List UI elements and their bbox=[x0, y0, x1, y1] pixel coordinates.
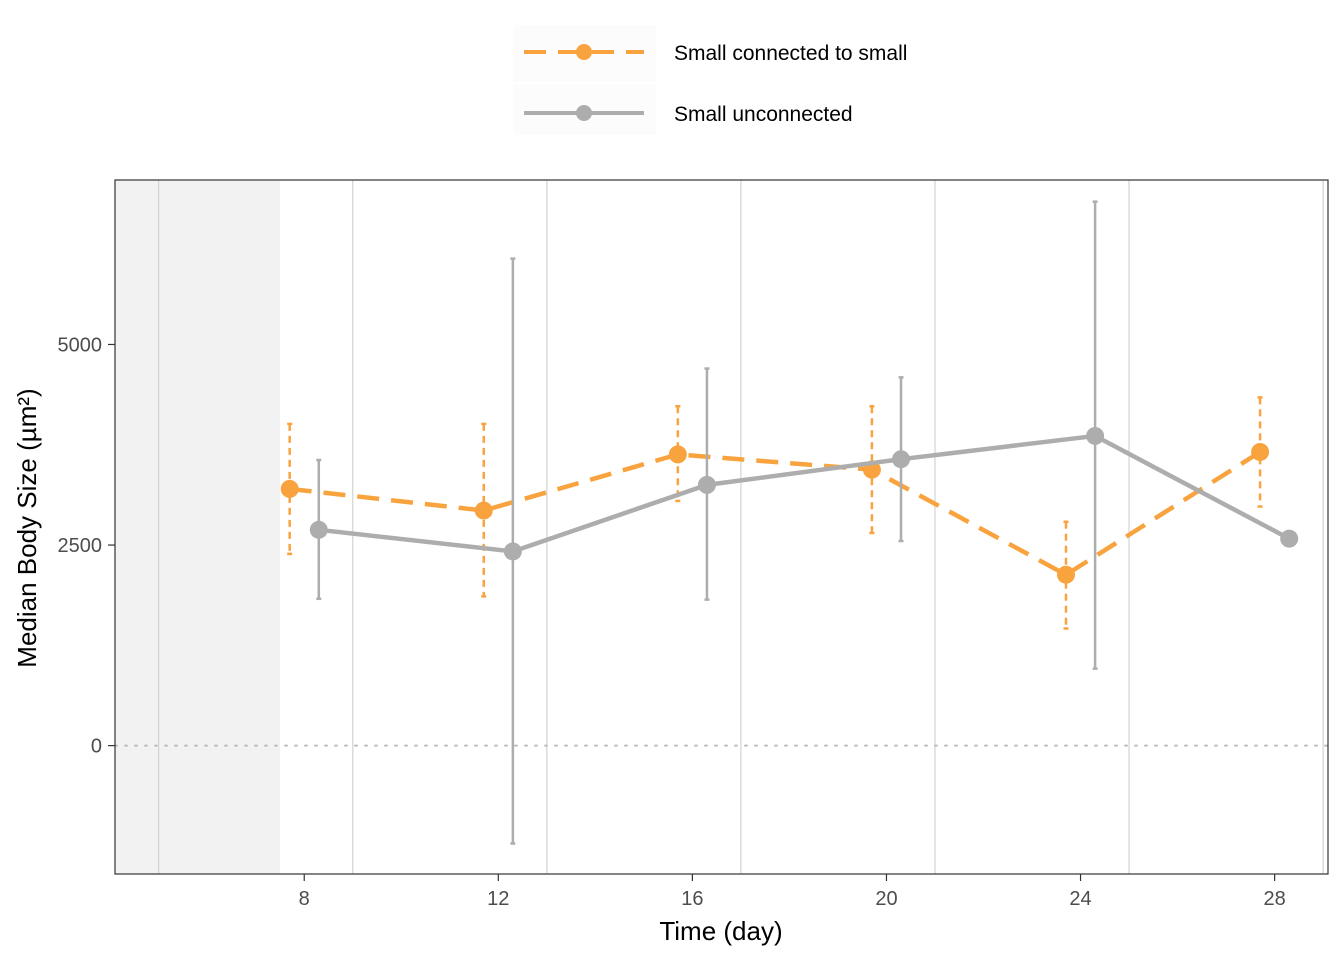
x-tick-label: 20 bbox=[875, 888, 897, 910]
legend-key-point-unconnected bbox=[576, 105, 592, 121]
series-layer bbox=[280, 200, 1299, 845]
x-tick-label: 8 bbox=[299, 888, 310, 910]
data-point bbox=[503, 542, 522, 561]
data-point bbox=[1086, 426, 1105, 445]
panel-border bbox=[114, 179, 1329, 875]
y-axis-title: Median Body Size (µm²) bbox=[12, 388, 42, 667]
data-point bbox=[1056, 565, 1075, 584]
series-connected bbox=[280, 396, 1270, 630]
y-tick-label: 2500 bbox=[58, 535, 103, 557]
x-tick-label: 16 bbox=[681, 888, 703, 910]
grid bbox=[158, 180, 1324, 874]
y-tick-label: 5000 bbox=[58, 334, 103, 356]
axes: 8 12 16 20 24 28 0 2500 5000 bbox=[58, 334, 1286, 910]
data-point bbox=[697, 475, 716, 494]
x-tick-label: 24 bbox=[1069, 888, 1091, 910]
y-tick-label: 0 bbox=[91, 736, 102, 758]
data-point bbox=[668, 445, 687, 464]
data-point bbox=[280, 479, 299, 498]
legend-label-unconnected: Small unconnected bbox=[674, 103, 853, 126]
data-point bbox=[474, 501, 493, 520]
data-point bbox=[1280, 529, 1299, 548]
series-unconnected bbox=[309, 200, 1299, 845]
plot-panel bbox=[114, 179, 1329, 875]
series-line bbox=[289, 450, 1262, 577]
data-point bbox=[1251, 442, 1270, 461]
shaded-region bbox=[115, 180, 280, 874]
legend: Small connected to small Small unconnect… bbox=[513, 25, 907, 135]
data-point bbox=[309, 520, 328, 539]
x-axis-title: Time (day) bbox=[659, 916, 782, 946]
x-tick-label: 28 bbox=[1264, 888, 1286, 910]
legend-key-point-connected bbox=[576, 44, 592, 60]
legend-label-connected: Small connected to small bbox=[674, 42, 907, 65]
data-point bbox=[892, 450, 911, 469]
x-tick-label: 12 bbox=[487, 888, 509, 910]
series-line bbox=[318, 433, 1291, 554]
